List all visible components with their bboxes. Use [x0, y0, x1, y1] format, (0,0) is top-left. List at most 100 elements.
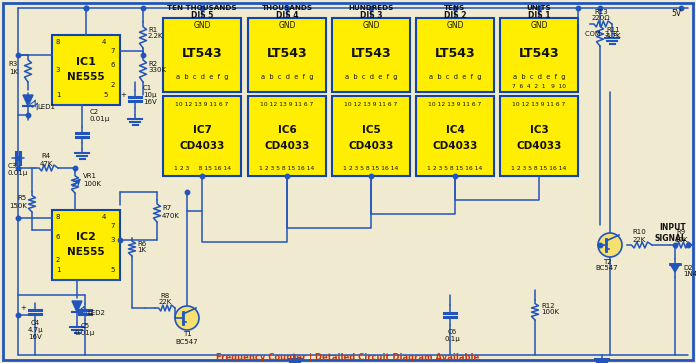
Text: 1: 1	[56, 267, 61, 273]
Text: DIS 5: DIS 5	[191, 12, 213, 20]
Text: 1 2 3 5 8 15 16 14: 1 2 3 5 8 15 16 14	[343, 166, 399, 171]
Text: D2
1N4148: D2 1N4148	[683, 265, 696, 277]
Text: 10 12 13 9 11 6 7: 10 12 13 9 11 6 7	[260, 102, 314, 106]
Text: R2
330K: R2 330K	[148, 61, 166, 73]
Text: HUNDREDS: HUNDREDS	[348, 5, 394, 11]
Text: 7: 7	[111, 48, 116, 54]
Text: +: +	[120, 92, 126, 98]
Text: C2
0.01μ: C2 0.01μ	[90, 109, 110, 122]
Text: R11
4.7K: R11 4.7K	[606, 26, 622, 40]
Text: C1
10μ
16V: C1 10μ 16V	[143, 85, 157, 105]
Bar	[52, 210, 120, 280]
Text: R1
2.2K: R1 2.2K	[148, 26, 164, 40]
Bar	[416, 18, 494, 92]
Text: R8
22K: R8 22K	[159, 293, 172, 306]
Bar	[416, 96, 494, 176]
Text: 4: 4	[102, 214, 106, 220]
Polygon shape	[670, 264, 680, 272]
Text: R9
10K: R9 10K	[674, 229, 688, 242]
Text: R12
100K: R12 100K	[541, 302, 559, 315]
Text: 5V: 5V	[671, 9, 681, 19]
Text: T1
BC547: T1 BC547	[175, 331, 198, 344]
Text: NE555: NE555	[68, 247, 105, 257]
Text: 8: 8	[56, 214, 61, 220]
Text: 6: 6	[56, 234, 61, 240]
Text: R10
22K: R10 22K	[632, 229, 646, 242]
Text: R5
150K: R5 150K	[9, 196, 27, 208]
Text: 4: 4	[102, 39, 106, 45]
Text: T2
BC547: T2 BC547	[596, 258, 618, 272]
Text: 2: 2	[111, 82, 115, 88]
Text: 3: 3	[56, 67, 61, 73]
Text: IC5: IC5	[362, 125, 381, 135]
Text: 1 2 3     8 15 16 14: 1 2 3 8 15 16 14	[173, 166, 230, 171]
Text: IC2: IC2	[76, 232, 96, 242]
Text: UNITS: UNITS	[527, 5, 551, 11]
Text: LT543: LT543	[182, 47, 222, 60]
Bar	[500, 96, 578, 176]
Bar	[332, 18, 410, 92]
Text: C3
0.01μ: C3 0.01μ	[8, 163, 29, 176]
Text: C6
0.1μ: C6 0.1μ	[444, 329, 460, 342]
Text: 6: 6	[111, 62, 116, 68]
Text: CD4033: CD4033	[348, 140, 394, 151]
Text: 10 12 13 9 11 6 7: 10 12 13 9 11 6 7	[428, 102, 482, 106]
Bar	[248, 18, 326, 92]
Text: C4
4.7μ
16V: C4 4.7μ 16V	[27, 320, 43, 340]
Text: VR1
100K: VR1 100K	[83, 174, 101, 187]
Text: 1 2 3 5 8 15 16 14: 1 2 3 5 8 15 16 14	[260, 166, 315, 171]
Text: LED2: LED2	[87, 310, 105, 316]
Text: 1: 1	[56, 92, 61, 98]
Text: LT543: LT543	[435, 47, 475, 60]
Text: GND: GND	[362, 21, 380, 30]
Text: GND: GND	[446, 21, 464, 30]
Bar	[52, 35, 120, 105]
Circle shape	[598, 233, 622, 257]
Text: IC1: IC1	[76, 57, 96, 66]
Text: IC4: IC4	[445, 125, 464, 135]
Text: CD4033: CD4033	[264, 140, 310, 151]
Text: TEN THOUSANDS: TEN THOUSANDS	[167, 5, 237, 11]
Text: a  b  c  d  e  f  g: a b c d e f g	[429, 74, 481, 80]
Text: LT543: LT543	[351, 47, 391, 60]
Text: 5: 5	[104, 92, 108, 98]
Text: R3
1K: R3 1K	[9, 61, 18, 74]
Text: GND: GND	[193, 21, 211, 30]
Text: CD4033: CD4033	[180, 140, 225, 151]
Text: R6
1K: R6 1K	[137, 241, 146, 253]
Polygon shape	[23, 95, 33, 106]
Text: DIS 2: DIS 2	[444, 12, 466, 20]
Text: GND: GND	[530, 21, 548, 30]
Text: 2: 2	[56, 257, 60, 263]
Text: NE555: NE555	[68, 72, 105, 82]
Text: THOUSANDS: THOUSANDS	[262, 5, 313, 11]
Text: IC6: IC6	[278, 125, 296, 135]
Text: a  b  c  d  e  f  g: a b c d e f g	[513, 74, 565, 80]
Text: 10 12 13 9 11 6 7: 10 12 13 9 11 6 7	[175, 102, 229, 106]
Bar	[500, 18, 578, 92]
Text: 5: 5	[111, 267, 115, 273]
Polygon shape	[72, 301, 82, 312]
Text: 10 12 13 9 11 6 7: 10 12 13 9 11 6 7	[345, 102, 397, 106]
Text: LT543: LT543	[267, 47, 308, 60]
Text: R7
470K: R7 470K	[162, 205, 180, 219]
Text: GND: GND	[278, 21, 296, 30]
Text: 7: 7	[111, 223, 116, 229]
Text: DIS 3: DIS 3	[360, 12, 382, 20]
Text: R4
47K: R4 47K	[39, 154, 53, 167]
Text: 10 12 13 9 11 6 7: 10 12 13 9 11 6 7	[512, 102, 566, 106]
Circle shape	[175, 306, 199, 330]
Text: a  b  c  d  e  f  g: a b c d e f g	[345, 74, 397, 80]
Text: 1 2 3 5 8 15 16 14: 1 2 3 5 8 15 16 14	[512, 166, 567, 171]
Text: IC7: IC7	[193, 125, 212, 135]
Text: IC3: IC3	[530, 125, 548, 135]
Bar	[332, 96, 410, 176]
Text: 8: 8	[56, 39, 61, 45]
Text: Frequency Counter | Detailed Circuit Diagram Available: Frequency Counter | Detailed Circuit Dia…	[216, 354, 480, 363]
Text: LT543: LT543	[519, 47, 560, 60]
Bar	[163, 96, 241, 176]
Text: a  b  c  d  e  f  g: a b c d e f g	[261, 74, 313, 80]
Text: TENS: TENS	[444, 5, 466, 11]
Text: 1 2 3 5 8 15 16 14: 1 2 3 5 8 15 16 14	[427, 166, 482, 171]
Text: C5
0.01μ: C5 0.01μ	[75, 323, 95, 337]
